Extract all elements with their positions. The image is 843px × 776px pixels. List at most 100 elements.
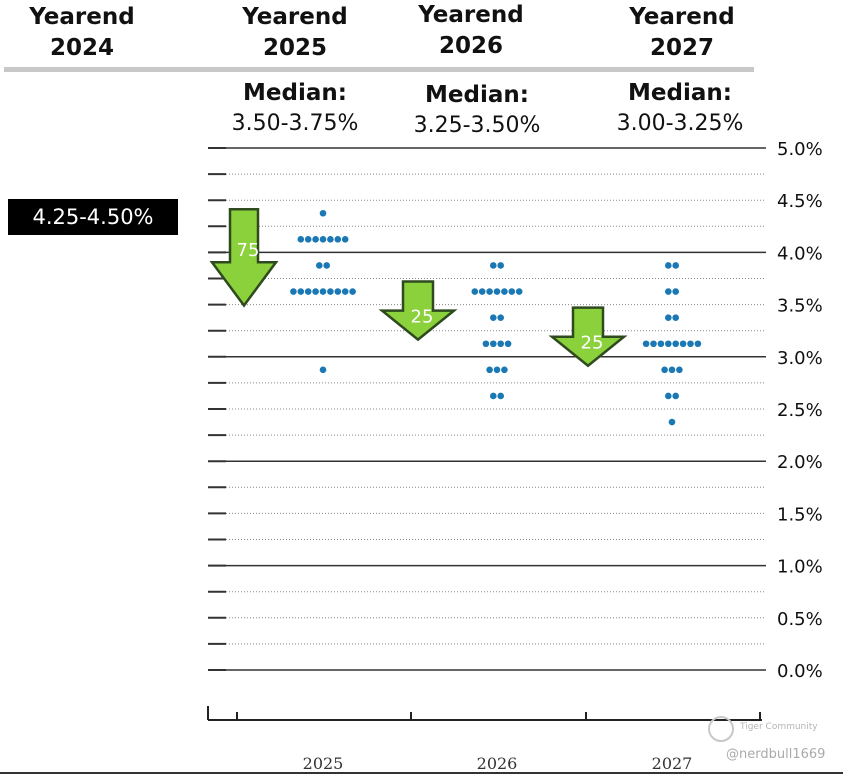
column-header-2027: Yearend 2027	[617, 2, 747, 64]
fomc-dot	[679, 340, 687, 348]
fomc-dot	[327, 236, 334, 243]
median-label: Median:	[425, 82, 529, 108]
fomc-dot	[490, 340, 497, 348]
y-tick-label: 3.5%	[777, 296, 823, 317]
column-header-2025: Yearend 2025	[230, 2, 360, 64]
y-tick-label: 1.5%	[777, 504, 823, 525]
watermark-handle: @nerdbull1669	[726, 747, 826, 762]
fomc-dot	[471, 288, 479, 295]
current-rate-badge: 4.25-4.50%	[8, 199, 178, 235]
header-line2: 2027	[649, 35, 714, 61]
fomc-dot	[297, 236, 305, 243]
fomc-dot	[323, 262, 331, 269]
arrow-cut-label: 25	[411, 307, 434, 328]
y-tick-label: 0.5%	[777, 609, 823, 630]
bottom-border	[0, 772, 843, 774]
y-tick-label: 0.0%	[777, 661, 823, 682]
watermark-brand: Tiger Community	[740, 722, 818, 732]
median-label: Median:	[243, 80, 347, 106]
y-tick-label: 5.0%	[777, 139, 823, 160]
fomc-dot	[661, 366, 668, 374]
x-axis-label: 2026	[477, 754, 518, 773]
fomc-dot	[493, 366, 501, 374]
fomc-dot	[341, 236, 349, 243]
fomc-dot	[341, 288, 349, 295]
header-line2: 2024	[49, 35, 114, 61]
rate-cut-arrow	[378, 280, 458, 342]
fomc-dot	[297, 288, 305, 295]
fomc-dot	[665, 288, 672, 295]
y-tick-label: 3.0%	[777, 348, 823, 369]
fomc-dot	[327, 288, 334, 295]
header-divider	[4, 67, 754, 72]
x-axis-label: 2025	[303, 754, 344, 773]
fomc-dot	[319, 366, 327, 374]
fomc-dot	[515, 288, 523, 295]
fomc-dot	[497, 340, 505, 348]
header-line1: Yearend	[242, 4, 348, 30]
fomc-dot	[490, 392, 497, 400]
fomc-dot	[508, 288, 516, 295]
fomc-dot	[672, 340, 679, 348]
fomc-dot	[501, 288, 508, 295]
fomc-dot	[312, 288, 319, 295]
fomc-dot	[694, 340, 702, 348]
fomc-dot	[672, 288, 679, 295]
fomc-dot	[319, 209, 327, 217]
fomc-dot	[304, 288, 312, 295]
fomc-dot	[665, 392, 672, 400]
fomc-dot	[665, 314, 672, 321]
fomc-dot	[490, 262, 497, 269]
fomc-dot	[490, 314, 497, 321]
fomc-dot	[334, 236, 342, 243]
fomc-dot	[319, 236, 327, 243]
y-tick-label: 1.0%	[777, 557, 823, 578]
median-value: 3.00-3.25%	[616, 111, 744, 136]
tiger-logo-icon	[708, 716, 734, 742]
fomc-dot	[672, 392, 679, 400]
fomc-dot	[687, 340, 694, 348]
fomc-dot	[304, 236, 312, 243]
y-tick-label: 2.5%	[777, 400, 823, 421]
header-line1: Yearend	[418, 2, 524, 28]
fomc-dot	[497, 314, 505, 321]
column-header-2026: Yearend 2026	[406, 0, 536, 62]
fomc-dot	[501, 366, 508, 374]
y-tick-label: 4.0%	[777, 243, 823, 264]
fomc-dot	[672, 262, 679, 269]
arrow-cut-label: 75	[237, 240, 260, 261]
rate-cut-arrow	[548, 306, 628, 368]
fomc-dot	[319, 288, 327, 295]
fomc-dot	[665, 262, 672, 269]
rate-cut-arrow	[209, 208, 279, 308]
x-axis-label: 2027	[652, 754, 693, 773]
fomc-dot	[312, 236, 319, 243]
header-line1: Yearend	[29, 4, 135, 30]
header-line1: Yearend	[629, 4, 735, 30]
fomc-dot	[665, 340, 672, 348]
header-line2: 2025	[262, 35, 327, 61]
fomc-dot	[486, 366, 493, 374]
y-tick-label: 4.5%	[777, 191, 823, 212]
fomc-dot	[504, 340, 512, 348]
fomc-dot	[290, 288, 297, 295]
arrow-cut-label: 25	[581, 333, 604, 354]
fomc-dot	[642, 340, 650, 348]
fomc-dot	[676, 366, 683, 374]
fomc-dot	[497, 262, 505, 269]
fomc-dot	[493, 288, 501, 295]
fomc-dot	[497, 392, 505, 400]
fomc-dot	[650, 340, 657, 348]
fomc-dot	[316, 262, 323, 269]
fomc-dot	[349, 288, 356, 295]
fomc-dot	[334, 288, 342, 295]
fomc-dot	[657, 340, 665, 348]
fomc-dot	[486, 288, 493, 295]
median-2026: Median: 3.25-3.50%	[397, 80, 557, 142]
median-label: Median:	[628, 80, 732, 106]
header-line2: 2026	[438, 33, 503, 59]
fomc-dot	[478, 288, 486, 295]
median-value: 3.50-3.75%	[231, 111, 359, 136]
median-value: 3.25-3.50%	[413, 113, 541, 138]
